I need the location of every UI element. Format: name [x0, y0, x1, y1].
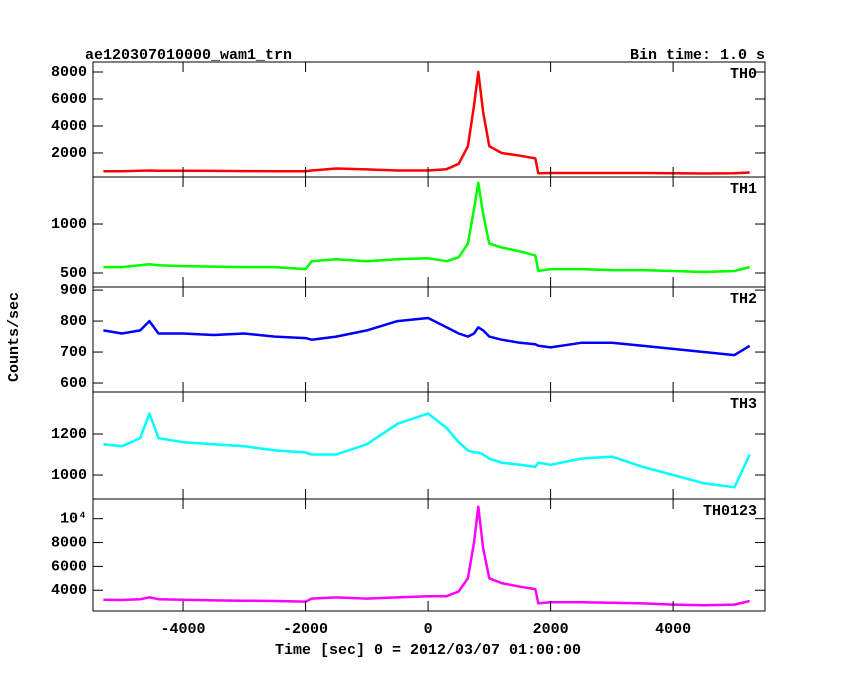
y-tick-label: 6000 — [51, 91, 87, 108]
y-tick-label: 1200 — [51, 426, 87, 443]
y-tick-label: 1000 — [51, 467, 87, 484]
x-tick-label: 4000 — [655, 621, 691, 638]
y-tick-label: 1000 — [51, 216, 87, 233]
panel-label: TH3 — [730, 396, 757, 413]
y-tick-label: 10⁴ — [60, 511, 87, 528]
chart-subtitle: Bin time: 1.0 s — [630, 47, 765, 64]
y-tick-label: 4000 — [51, 582, 87, 599]
chart-title: ae120307010000_wam1_trn — [85, 47, 292, 64]
y-tick-label: 4000 — [51, 118, 87, 135]
y-tick-label: 500 — [60, 265, 87, 282]
y-tick-label: 8000 — [51, 64, 87, 81]
x-tick-label: -2000 — [283, 621, 328, 638]
y-tick-label: 6000 — [51, 558, 87, 575]
data-line — [103, 70, 750, 175]
y-tick-label: 2000 — [51, 145, 87, 162]
panel-label: TH2 — [730, 291, 757, 308]
y-tick-label: 800 — [60, 313, 87, 330]
x-axis-label: Time [sec] 0 = 2012/03/07 01:00:00 — [275, 642, 581, 659]
x-tick-label: 2000 — [533, 621, 569, 638]
y-tick-label: 8000 — [51, 535, 87, 552]
panel-frame — [92, 498, 766, 612]
panel-label: TH0123 — [703, 503, 757, 520]
y-tick-label: 700 — [60, 344, 87, 361]
panel-label: TH1 — [730, 181, 757, 198]
data-line — [103, 412, 751, 489]
data-line — [103, 181, 751, 274]
y-tick-label: 900 — [60, 282, 87, 299]
y-axis-label: Counts/sec — [6, 292, 23, 382]
panel-frame — [92, 286, 766, 393]
data-line — [103, 316, 751, 357]
data-line — [103, 505, 750, 607]
x-tick-label: 0 — [424, 621, 433, 638]
panel-frame — [92, 61, 766, 178]
y-tick-label: 600 — [60, 375, 87, 392]
panel-frame — [92, 391, 766, 500]
panel-label: TH0 — [730, 66, 757, 83]
x-tick-label: -4000 — [161, 621, 206, 638]
